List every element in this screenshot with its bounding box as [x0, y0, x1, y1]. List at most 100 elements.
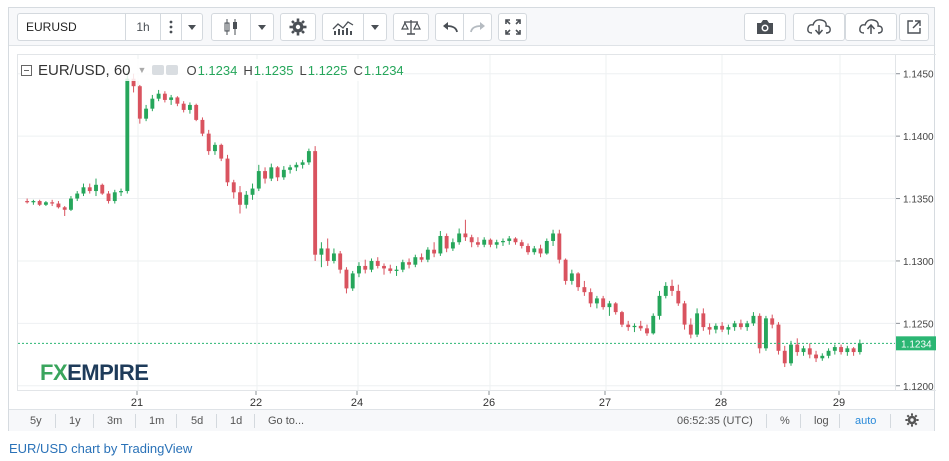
chart-pane[interactable] — [17, 54, 896, 391]
price-plot[interactable] — [18, 55, 896, 391]
divider — [800, 414, 801, 428]
time-tick-label: 27 — [599, 397, 611, 409]
load-chart-button[interactable] — [793, 13, 845, 41]
candle-body — [219, 144, 224, 159]
candle-body — [231, 182, 236, 193]
candle — [757, 313, 762, 354]
candle-body — [325, 248, 330, 261]
candle-body — [488, 239, 493, 245]
interval-dropdown-button[interactable] — [181, 13, 203, 41]
close-value: 1.1234 — [363, 62, 404, 78]
auto-scale-toggle[interactable]: auto — [855, 415, 877, 427]
candle — [407, 258, 412, 269]
candle-body — [112, 192, 117, 202]
eye-icon[interactable] — [152, 65, 165, 75]
candle — [225, 154, 230, 187]
candle — [375, 257, 380, 269]
candle — [513, 237, 518, 245]
candle — [213, 142, 217, 155]
candle — [313, 146, 318, 261]
candle — [350, 270, 355, 291]
snapshot-button[interactable] — [744, 13, 786, 41]
candle-body — [43, 202, 48, 205]
cloud-download-icon — [807, 19, 831, 36]
range-5d-button[interactable]: 5d — [191, 415, 204, 427]
candle — [594, 295, 599, 309]
candle-body — [56, 203, 61, 208]
time-axis[interactable]: 21 22 24 26 27 28 29 — [17, 391, 896, 411]
indicators-dropdown[interactable] — [363, 13, 387, 41]
divider — [254, 414, 255, 428]
candle — [119, 188, 123, 197]
symbol-search-input[interactable] — [17, 13, 125, 41]
candle — [782, 345, 787, 368]
candle-body — [156, 93, 161, 99]
log-scale-toggle[interactable]: log — [814, 415, 829, 427]
candle-body — [357, 265, 361, 274]
fullscreen-button[interactable] — [498, 13, 527, 41]
candle — [457, 228, 462, 245]
legend-symbol[interactable]: EUR/USD, 60 — [38, 61, 131, 79]
chart-properties-button[interactable] — [905, 413, 919, 427]
candle-body — [306, 151, 311, 163]
candle — [432, 242, 437, 258]
candle-body — [319, 248, 324, 255]
candle — [544, 238, 549, 255]
candle — [438, 230, 443, 256]
range-3m-button[interactable]: 3m — [107, 415, 123, 427]
range-1m-button[interactable]: 1m — [149, 415, 165, 427]
candle — [344, 267, 349, 294]
candle — [206, 129, 211, 155]
settings-icon[interactable] — [166, 65, 179, 75]
chart-style-button[interactable] — [211, 13, 251, 41]
candle — [682, 300, 687, 330]
price-axis[interactable]: 1.1450 1.1400 1.1350 1.1300 1.1250 1.1200 1.12… — [896, 54, 936, 393]
range-1d-button[interactable]: 1d — [230, 415, 243, 427]
candles-icon — [224, 19, 237, 35]
candle — [357, 262, 361, 278]
save-chart-button[interactable] — [845, 13, 897, 41]
chevron-down-icon[interactable]: ▼ — [137, 65, 147, 75]
fxempire-logo: FXEMPIRE — [40, 360, 149, 386]
candle-body — [682, 303, 687, 325]
candle-body — [269, 167, 274, 179]
chart-style-dropdown[interactable] — [250, 13, 274, 41]
redo-button[interactable] — [463, 13, 492, 41]
clock-readout[interactable]: 06:52:35 (UTC) — [677, 415, 753, 427]
candle — [494, 239, 499, 249]
popout-button[interactable] — [899, 13, 929, 41]
candle-body — [69, 198, 73, 210]
candle-body — [244, 194, 249, 205]
compare-button[interactable] — [393, 13, 429, 41]
undo-button[interactable] — [435, 13, 464, 41]
legend-collapse-icon[interactable] — [21, 64, 32, 76]
candle-body — [125, 78, 130, 192]
candle — [413, 254, 418, 268]
candle-body — [814, 354, 818, 359]
tradingview-credit-link[interactable]: EUR/USD chart by TradingView — [9, 441, 193, 456]
percent-scale-toggle[interactable]: % — [780, 415, 790, 427]
candle-body — [62, 207, 67, 210]
candle-body — [375, 260, 380, 266]
interval-button[interactable]: 1h — [125, 13, 161, 41]
range-1y-button[interactable]: 1y — [69, 415, 81, 427]
candle — [444, 233, 449, 253]
settings-button[interactable] — [280, 13, 316, 41]
candle — [857, 339, 862, 355]
interval-label: 1h — [136, 20, 150, 34]
candle-body — [388, 268, 393, 271]
candle-body — [150, 98, 155, 109]
candle — [263, 167, 267, 184]
candle-body — [37, 201, 42, 205]
indicators-button[interactable] — [322, 13, 364, 41]
candle-body — [789, 344, 793, 364]
range-5y-button[interactable]: 5y — [30, 415, 42, 427]
candle — [300, 159, 305, 169]
goto-button[interactable]: Go to... — [268, 415, 305, 427]
candle-body — [81, 187, 86, 194]
candle-body — [563, 259, 568, 281]
more-intervals-button[interactable] — [160, 13, 182, 41]
candle-body — [782, 350, 787, 364]
candle-body — [457, 233, 462, 243]
fullscreen-icon — [504, 19, 521, 35]
